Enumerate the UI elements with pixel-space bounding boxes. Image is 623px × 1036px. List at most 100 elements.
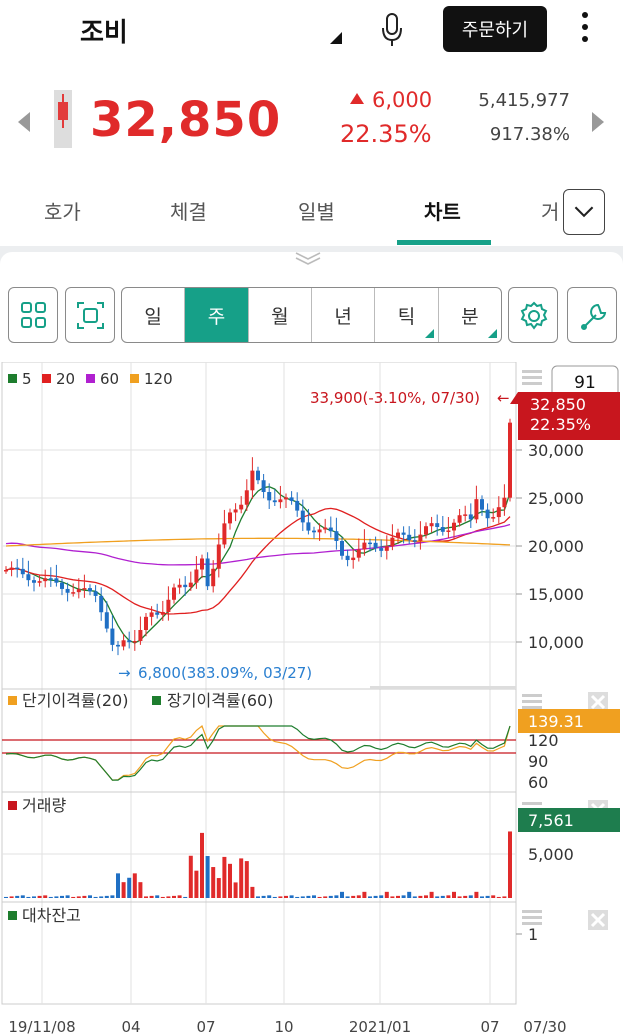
- microphone-icon[interactable]: [380, 12, 404, 48]
- disparity-panel-menu-icon[interactable]: [522, 694, 542, 709]
- price-tick-label: 10,000: [528, 633, 584, 652]
- candle-body: [121, 640, 126, 647]
- order-button[interactable]: 주문하기: [443, 6, 547, 52]
- candle-body: [284, 497, 288, 500]
- candle-body: [412, 540, 417, 542]
- volume-bar: [32, 896, 36, 898]
- price-tick-label: 30,000: [528, 441, 584, 460]
- volume-bar: [244, 861, 249, 898]
- disparity-tag-value: 139.31: [528, 712, 584, 731]
- candle-body: [71, 592, 76, 594]
- candle-body: [362, 542, 367, 550]
- candle-body: [446, 530, 451, 532]
- period-year[interactable]: 년: [312, 288, 376, 342]
- candle-body: [9, 567, 14, 570]
- volume-bar: [480, 896, 484, 898]
- candle-body: [54, 578, 59, 583]
- volume-bar: [166, 896, 171, 898]
- high-label: 33,900(-3.10%, 07/30): [310, 389, 480, 407]
- candle-body: [132, 641, 137, 643]
- fullscreen-icon: [77, 302, 104, 329]
- disparity-tick-label: 120: [528, 731, 559, 750]
- volume-bar: [384, 891, 389, 898]
- more-menu-icon[interactable]: [578, 12, 592, 46]
- main-panel-menu-icon[interactable]: [522, 370, 542, 385]
- collapse-chevron-icon[interactable]: [293, 250, 323, 266]
- volume-bar: [15, 895, 20, 898]
- tab-more[interactable]: 거: [541, 200, 560, 224]
- date-axis: 19/11/08 04 07 10 2021/01 07 07/30: [8, 1018, 566, 1036]
- candle-body: [239, 504, 244, 510]
- prev-stock-arrow-icon[interactable]: [18, 112, 30, 132]
- loan-panel-close-icon[interactable]: [588, 910, 608, 930]
- candle-body: [116, 644, 120, 647]
- volume-bar: [390, 896, 395, 898]
- candle-body: [390, 537, 395, 547]
- volume-bar: [351, 895, 356, 898]
- volume-rate: 917.38%: [489, 124, 570, 145]
- candle-body: [368, 542, 372, 545]
- short-disparity-legend: 단기이격률(20): [22, 691, 128, 710]
- tab-orderbook[interactable]: 호가: [44, 200, 81, 224]
- candle-body: [15, 567, 20, 570]
- tab-daily[interactable]: 일별: [298, 200, 335, 224]
- candle-body: [205, 558, 210, 587]
- tab-trades[interactable]: 체결: [170, 200, 207, 224]
- candle-body: [345, 555, 350, 561]
- volume-bar: [155, 895, 160, 898]
- chart-settings-button[interactable]: [508, 287, 558, 343]
- period-minute[interactable]: 분: [439, 288, 501, 342]
- period-tick[interactable]: 틱: [375, 288, 439, 342]
- price-tick-label: 15,000: [528, 585, 584, 604]
- period-day[interactable]: 일: [122, 288, 186, 342]
- candle-body: [272, 500, 277, 503]
- volume-bar: [9, 896, 14, 898]
- disparity-panel-close-icon[interactable]: [588, 692, 608, 712]
- tabs-expand-chevron-icon[interactable]: [563, 189, 605, 235]
- next-stock-arrow-icon[interactable]: [592, 112, 604, 132]
- volume-bar: [116, 873, 120, 898]
- volume-bar: [177, 895, 182, 898]
- candle-body: [32, 580, 36, 583]
- stock-dropdown-icon[interactable]: [330, 32, 342, 44]
- candle-body: [65, 588, 70, 593]
- disparity-tick-label: 90: [528, 752, 548, 771]
- volume-bar: [452, 891, 456, 898]
- candle-body: [43, 578, 48, 582]
- change-amount: 6,000: [350, 88, 432, 112]
- volume-bar: [508, 831, 512, 898]
- date-tick-label: 19/11/08: [8, 1018, 75, 1036]
- volume-bar: [4, 896, 8, 898]
- candle-body: [250, 470, 255, 491]
- volume-bar: [362, 891, 367, 898]
- loan-panel-menu-icon[interactable]: [522, 910, 542, 925]
- layout-grid-button[interactable]: [8, 287, 58, 343]
- current-price-tag-value: 32,850: [530, 395, 586, 414]
- period-week[interactable]: 주: [185, 288, 249, 342]
- volume-bar: [183, 896, 188, 898]
- volume-bar: [222, 856, 227, 898]
- ma-legend-5: 5: [22, 370, 32, 388]
- drawing-tools-button[interactable]: [567, 287, 617, 343]
- chart-area[interactable]: 5 20 60 120 91 32,850 22.35% 30,000 25,00…: [0, 361, 623, 1036]
- candle-body: [351, 557, 356, 561]
- tab-chart[interactable]: 차트: [424, 200, 461, 224]
- volume-bar: [373, 895, 378, 898]
- ma-legend-20: 20: [56, 370, 75, 388]
- volume-bar: [99, 896, 104, 898]
- volume-bar: [172, 895, 176, 898]
- candle-body: [300, 510, 305, 523]
- candle-body: [200, 558, 204, 570]
- date-tick-label: 2021/01: [349, 1018, 411, 1036]
- candle-body: [384, 546, 389, 551]
- volume-bar: [463, 895, 468, 898]
- disparity-line: [5, 725, 511, 781]
- candle-body: [373, 542, 378, 549]
- volume-bar: [256, 896, 260, 898]
- volume-bar: [188, 855, 193, 898]
- fullscreen-button[interactable]: [65, 287, 115, 343]
- candle-body: [155, 612, 160, 615]
- period-month[interactable]: 월: [249, 288, 312, 342]
- stock-name[interactable]: 조비: [80, 18, 128, 48]
